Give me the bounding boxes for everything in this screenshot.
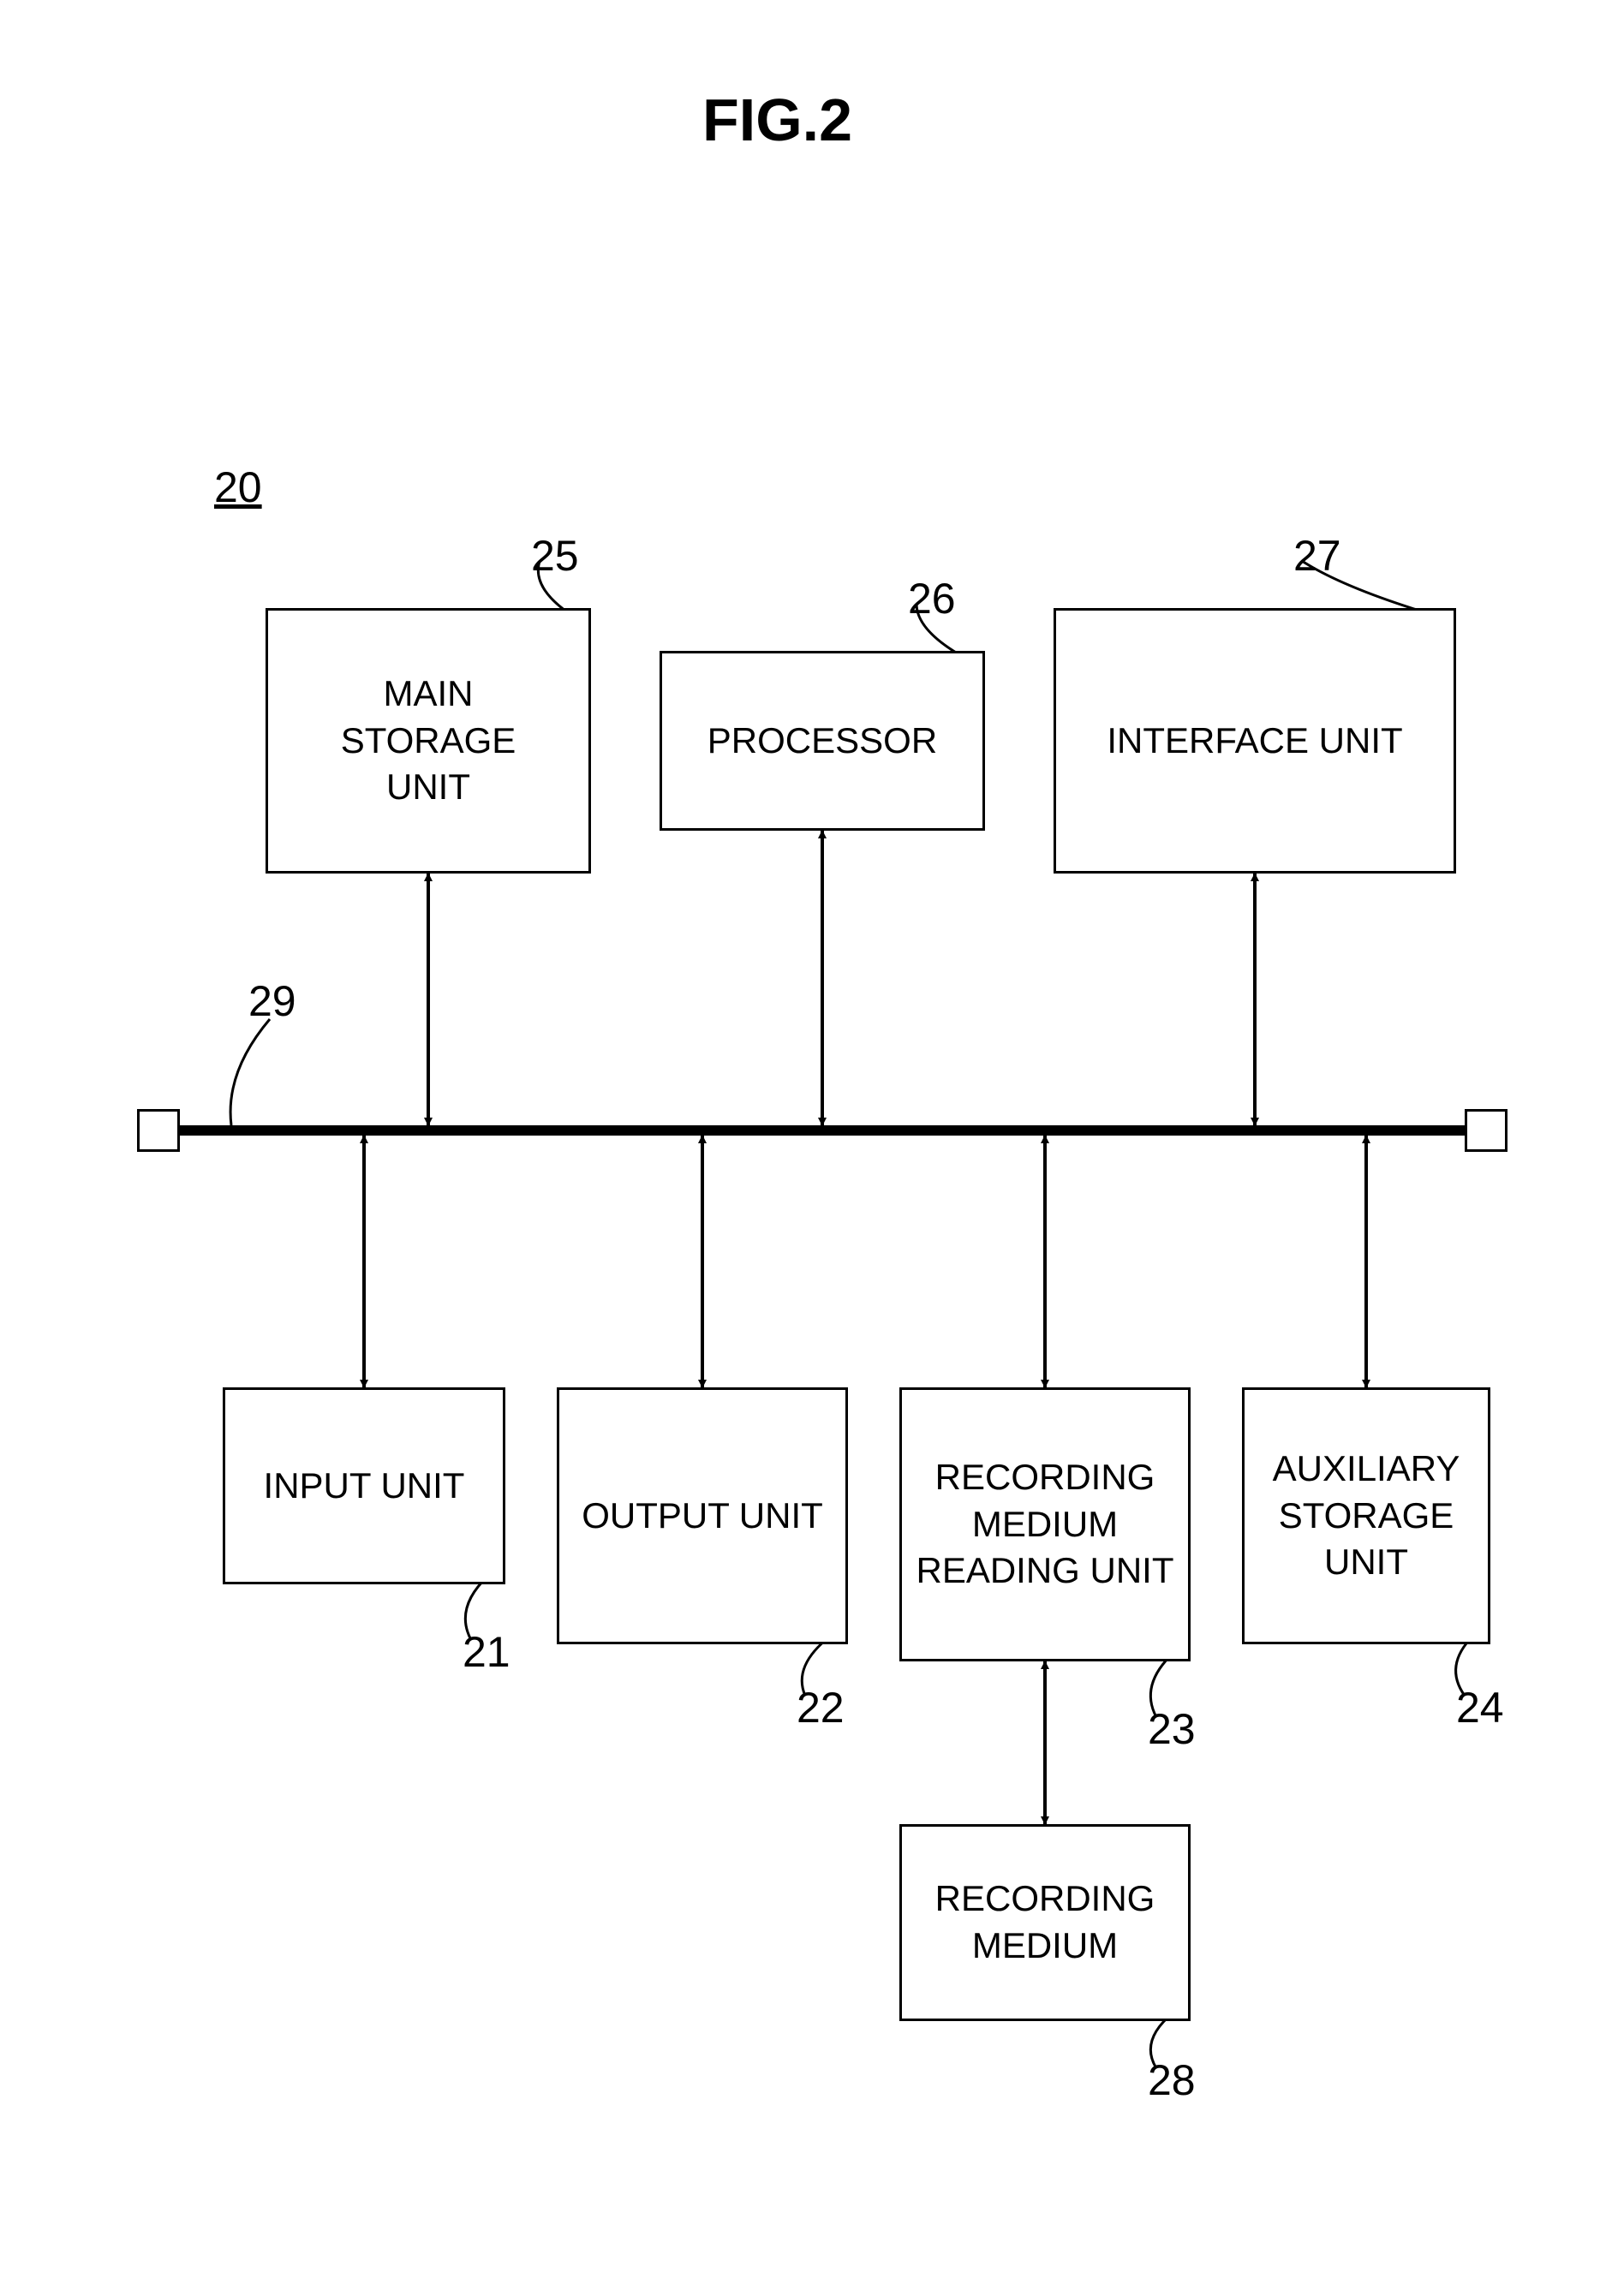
ref-label-recording-reading: 23 — [1148, 1704, 1196, 1754]
block-recording-medium: RECORDING MEDIUM — [899, 1824, 1191, 2021]
ref-label-processor: 26 — [908, 574, 956, 623]
ref-label-recording-medium: 28 — [1148, 2055, 1196, 2105]
diagram-canvas: FIG.2 20 29 MAIN STORAGE UNIT PROCESSOR IN… — [0, 0, 1612, 2296]
connector-arrows — [0, 0, 1612, 2296]
bus-end-right — [1465, 1109, 1508, 1152]
ref-label-output: 22 — [797, 1683, 845, 1732]
ref-label-aux-storage: 24 — [1456, 1683, 1504, 1732]
block-input: INPUT UNIT — [223, 1387, 505, 1584]
ref-label-input: 21 — [463, 1627, 510, 1677]
bus-line — [180, 1125, 1465, 1136]
block-processor: PROCESSOR — [660, 651, 985, 831]
block-interface: INTERFACE UNIT — [1054, 608, 1456, 874]
block-aux-storage: AUXILIARY STORAGE UNIT — [1242, 1387, 1490, 1644]
system-reference-label: 20 — [214, 462, 262, 512]
block-recording-reading: RECORDING MEDIUM READING UNIT — [899, 1387, 1191, 1661]
ref-label-interface: 27 — [1293, 531, 1341, 581]
block-main-storage: MAIN STORAGE UNIT — [266, 608, 591, 874]
ref-label-main-storage: 25 — [531, 531, 579, 581]
bus-end-left — [137, 1109, 180, 1152]
figure-title: FIG.2 — [702, 86, 852, 154]
block-output: OUTPUT UNIT — [557, 1387, 848, 1644]
bus-ref-label: 29 — [248, 976, 296, 1026]
